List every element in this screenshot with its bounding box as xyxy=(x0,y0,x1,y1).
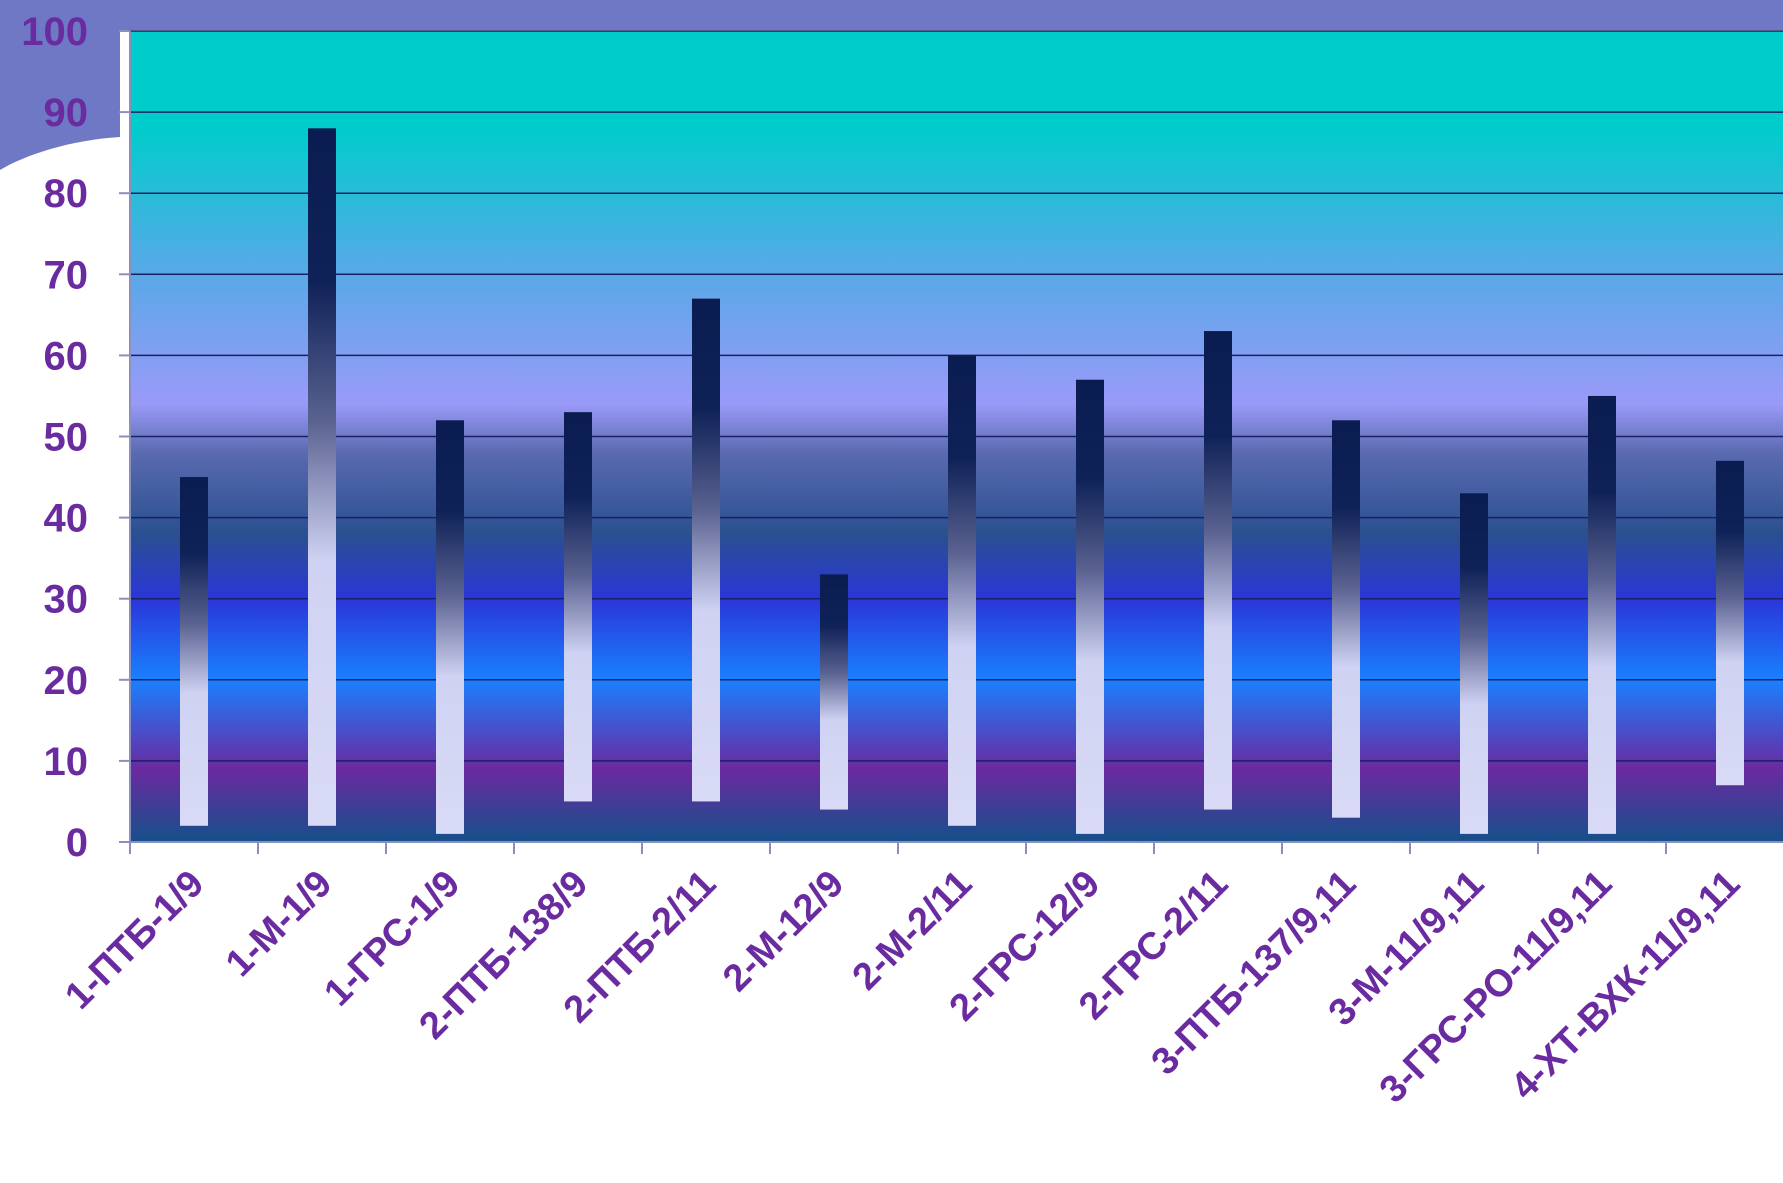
bar xyxy=(820,574,848,810)
bar xyxy=(308,128,336,826)
x-tick-label: 1-ПТБ-1/9 xyxy=(57,863,212,1018)
axes xyxy=(119,30,1783,854)
bar xyxy=(1716,460,1744,786)
bar xyxy=(564,412,592,802)
x-tick-label: 4-ХТ-ВХК-11/9,11 xyxy=(1503,863,1748,1108)
y-tick-label: 10 xyxy=(44,740,89,784)
bar xyxy=(1332,420,1360,818)
x-tick-label: 2-М-12/9 xyxy=(715,863,852,1000)
y-tick-label: 30 xyxy=(44,578,89,622)
bar xyxy=(1204,331,1232,810)
x-tick-label: 2-М-2/11 xyxy=(845,863,981,999)
bar xyxy=(436,420,464,834)
y-tick-label: 0 xyxy=(66,821,88,865)
y-tick-label: 90 xyxy=(44,91,89,135)
corner-accent xyxy=(0,0,1783,170)
y-tick-labels: 0 10 20 30 40 50 60 70 80 90 100 xyxy=(21,10,88,865)
y-tick-label: 20 xyxy=(44,659,89,703)
bar xyxy=(948,355,976,826)
y-tick-label: 70 xyxy=(44,253,89,297)
y-tick-label: 80 xyxy=(44,172,89,216)
y-tick-label: 40 xyxy=(44,497,89,541)
x-tick-labels: 1-ПТБ-1/9 1-М-1/91-ГРС-1/92-ПТБ-138/92-ПТ… xyxy=(57,863,1748,1112)
bar xyxy=(692,298,720,802)
y-tick-label: 60 xyxy=(44,334,89,378)
y-tick-label: 50 xyxy=(44,416,89,460)
bars xyxy=(180,128,1744,834)
y-tick-label: 100 xyxy=(21,10,88,54)
x-tick-label: 1-М-1/9 xyxy=(218,863,340,985)
bar xyxy=(1588,395,1616,834)
bar xyxy=(1460,493,1488,834)
x-tick-label: 3-ГРС-РО-11/9,11 xyxy=(1372,863,1621,1112)
bar xyxy=(1076,379,1104,834)
bar xyxy=(180,477,208,826)
